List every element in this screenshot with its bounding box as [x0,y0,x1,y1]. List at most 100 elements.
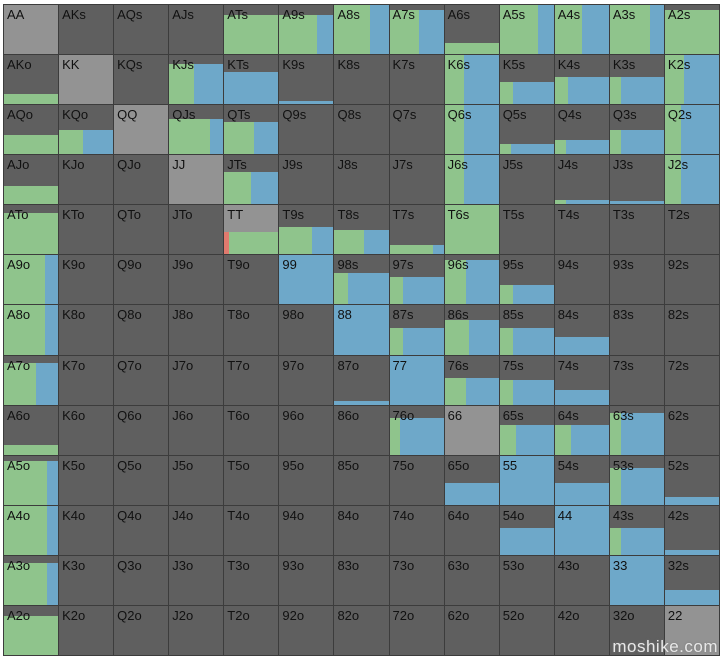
hand-cell-74o[interactable]: 74o [389,505,445,556]
hand-cell-55[interactable]: 55 [499,455,555,506]
hand-cell-K3o[interactable]: K3o [59,555,115,606]
hand-cell-A2s[interactable]: A2s [664,5,720,56]
hand-cell-QTo[interactable]: QTo [114,205,170,256]
hand-cell-QQ[interactable]: QQ [114,105,170,156]
hand-cell-A3o[interactable]: A3o [4,555,60,606]
hand-cell-ATo[interactable]: ATo [4,205,60,256]
hand-cell-Q7o[interactable]: Q7o [114,355,170,406]
hand-cell-J5o[interactable]: J5o [169,455,225,506]
hand-cell-AJo[interactable]: AJo [4,155,60,206]
hand-cell-83s[interactable]: 83s [609,305,665,356]
hand-cell-JTs[interactable]: JTs [224,155,280,206]
hand-cell-K8o[interactable]: K8o [59,305,115,356]
hand-cell-T5o[interactable]: T5o [224,455,280,506]
hand-cell-T5s[interactable]: T5s [499,205,555,256]
hand-cell-96o[interactable]: 96o [279,405,335,456]
hand-cell-92o[interactable]: 92o [279,605,335,656]
hand-cell-K8s[interactable]: K8s [334,55,390,106]
hand-cell-94o[interactable]: 94o [279,505,335,556]
hand-cell-74s[interactable]: 74s [554,355,610,406]
hand-cell-65o[interactable]: 65o [444,455,500,506]
hand-cell-76o[interactable]: 76o [389,405,445,456]
hand-cell-T8s[interactable]: T8s [334,205,390,256]
hand-cell-92s[interactable]: 92s [664,255,720,306]
hand-cell-22[interactable]: 22 [664,605,720,656]
hand-cell-Q9s[interactable]: Q9s [279,105,335,156]
hand-cell-85o[interactable]: 85o [334,455,390,506]
hand-cell-J4o[interactable]: J4o [169,505,225,556]
hand-cell-Q6o[interactable]: Q6o [114,405,170,456]
hand-cell-Q4s[interactable]: Q4s [554,105,610,156]
hand-cell-KQo[interactable]: KQo [59,105,115,156]
hand-cell-33[interactable]: 33 [609,555,665,606]
hand-cell-82o[interactable]: 82o [334,605,390,656]
hand-cell-T9o[interactable]: T9o [224,255,280,306]
hand-cell-A7s[interactable]: A7s [389,5,445,56]
hand-cell-97s[interactable]: 97s [389,255,445,306]
hand-cell-J6s[interactable]: J6s [444,155,500,206]
hand-cell-72o[interactable]: 72o [389,605,445,656]
hand-cell-88[interactable]: 88 [334,305,390,356]
hand-cell-T6s[interactable]: T6s [444,205,500,256]
hand-cell-53s[interactable]: 53s [609,455,665,506]
hand-cell-98o[interactable]: 98o [279,305,335,356]
hand-cell-43o[interactable]: 43o [554,555,610,606]
hand-cell-Q5o[interactable]: Q5o [114,455,170,506]
hand-cell-64s[interactable]: 64s [554,405,610,456]
hand-cell-QJo[interactable]: QJo [114,155,170,206]
hand-cell-T7o[interactable]: T7o [224,355,280,406]
hand-cell-84o[interactable]: 84o [334,505,390,556]
hand-cell-JJ[interactable]: JJ [169,155,225,206]
hand-cell-J6o[interactable]: J6o [169,405,225,456]
hand-cell-A3s[interactable]: A3s [609,5,665,56]
hand-cell-JTo[interactable]: JTo [169,205,225,256]
hand-cell-87s[interactable]: 87s [389,305,445,356]
hand-cell-73o[interactable]: 73o [389,555,445,606]
hand-cell-T2o[interactable]: T2o [224,605,280,656]
hand-cell-63o[interactable]: 63o [444,555,500,606]
hand-cell-T7s[interactable]: T7s [389,205,445,256]
hand-cell-66[interactable]: 66 [444,405,500,456]
hand-cell-A9s[interactable]: A9s [279,5,335,56]
hand-cell-K6o[interactable]: K6o [59,405,115,456]
hand-cell-64o[interactable]: 64o [444,505,500,556]
hand-cell-J3s[interactable]: J3s [609,155,665,206]
hand-cell-A8o[interactable]: A8o [4,305,60,356]
hand-cell-87o[interactable]: 87o [334,355,390,406]
hand-cell-ATs[interactable]: ATs [224,5,280,56]
hand-cell-J8o[interactable]: J8o [169,305,225,356]
hand-cell-32s[interactable]: 32s [664,555,720,606]
hand-cell-Q3o[interactable]: Q3o [114,555,170,606]
hand-cell-T4o[interactable]: T4o [224,505,280,556]
hand-cell-Q8o[interactable]: Q8o [114,305,170,356]
hand-cell-Q8s[interactable]: Q8s [334,105,390,156]
hand-cell-97o[interactable]: 97o [279,355,335,406]
hand-cell-A4o[interactable]: A4o [4,505,60,556]
hand-cell-TT[interactable]: TT [224,205,280,256]
hand-cell-J2s[interactable]: J2s [664,155,720,206]
hand-cell-96s[interactable]: 96s [444,255,500,306]
hand-cell-K9o[interactable]: K9o [59,255,115,306]
hand-cell-54s[interactable]: 54s [554,455,610,506]
hand-cell-J7o[interactable]: J7o [169,355,225,406]
hand-cell-86o[interactable]: 86o [334,405,390,456]
hand-cell-Q7s[interactable]: Q7s [389,105,445,156]
hand-cell-AKo[interactable]: AKo [4,55,60,106]
hand-cell-44[interactable]: 44 [554,505,610,556]
hand-cell-K5o[interactable]: K5o [59,455,115,506]
hand-cell-98s[interactable]: 98s [334,255,390,306]
hand-cell-A6o[interactable]: A6o [4,405,60,456]
hand-cell-94s[interactable]: 94s [554,255,610,306]
hand-cell-Q3s[interactable]: Q3s [609,105,665,156]
hand-cell-J5s[interactable]: J5s [499,155,555,206]
hand-cell-KJo[interactable]: KJo [59,155,115,206]
hand-cell-95o[interactable]: 95o [279,455,335,506]
hand-cell-42s[interactable]: 42s [664,505,720,556]
hand-cell-A6s[interactable]: A6s [444,5,500,56]
hand-cell-J4s[interactable]: J4s [554,155,610,206]
hand-cell-K3s[interactable]: K3s [609,55,665,106]
hand-cell-62s[interactable]: 62s [664,405,720,456]
hand-cell-K2s[interactable]: K2s [664,55,720,106]
hand-cell-T3o[interactable]: T3o [224,555,280,606]
hand-cell-KTo[interactable]: KTo [59,205,115,256]
